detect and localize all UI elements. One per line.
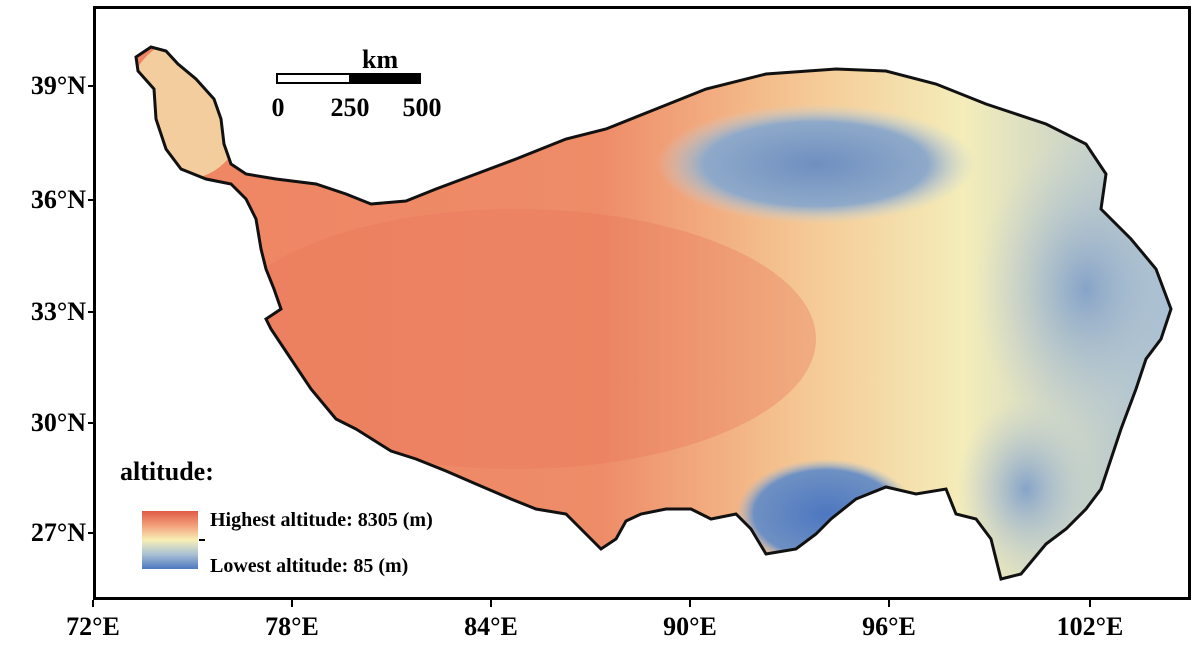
lon-label-96e: 96°E	[862, 612, 916, 641]
scale-label-0: 0	[271, 93, 285, 122]
lat-tick	[88, 532, 94, 534]
legend-mid-tick	[199, 539, 205, 541]
lat-label-39n: 39°N	[30, 71, 86, 100]
lon-tick	[689, 600, 691, 607]
lon-tick	[92, 600, 94, 607]
plateau-border	[134, 45, 1173, 581]
south-valley-2	[956, 399, 1096, 579]
lon-tick	[888, 600, 890, 607]
lon-tick	[1089, 600, 1091, 607]
lon-label-102e: 102°E	[1056, 612, 1124, 641]
lon-label-84e: 84°E	[464, 612, 518, 641]
lat-tick	[88, 85, 94, 87]
tibetan-plateau-elevation-map	[134, 45, 1173, 581]
lat-tick	[88, 199, 94, 201]
legend-high-label: Highest altitude: 8305 (m)	[210, 509, 433, 531]
lon-label-90e: 90°E	[663, 612, 717, 641]
scale-label-250: 250	[330, 93, 370, 122]
scale-black-segment	[348, 75, 419, 82]
scale-bar: km 0 250 500	[272, 45, 451, 125]
scale-unit: km	[362, 45, 399, 74]
legend-color-ramp	[142, 511, 198, 569]
east-lowland	[976, 139, 1171, 439]
legend-title: altitude:	[120, 457, 214, 486]
lon-tick	[490, 600, 492, 607]
lat-tick	[88, 422, 94, 424]
lon-label-78e: 78°E	[265, 612, 319, 641]
lon-label-72e: 72°E	[66, 612, 120, 641]
southeast-valley	[736, 459, 916, 569]
qaidam-basin	[656, 104, 976, 224]
map-frame: km 0 250 500 altitude: Highest altitude:…	[93, 6, 1191, 600]
lat-label-30n: 30°N	[30, 408, 86, 437]
south-highland	[216, 209, 816, 469]
legend-low-label: Lowest altitude: 85 (m)	[210, 555, 409, 577]
legend: altitude: Highest altitude: 8305 (m) Low…	[118, 457, 478, 587]
lat-tick	[88, 311, 94, 313]
lat-label-36n: 36°N	[30, 185, 86, 214]
scale-track	[276, 73, 421, 84]
scale-label-500: 500	[402, 93, 442, 122]
plateau-region	[134, 45, 1173, 581]
lon-tick	[291, 600, 293, 607]
lat-label-33n: 33°N	[30, 297, 86, 326]
lat-label-27n: 27°N	[30, 518, 86, 547]
